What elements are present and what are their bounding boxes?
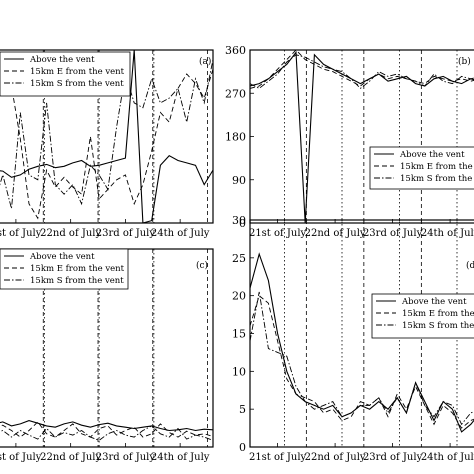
panel-a-series-dashed	[0, 68, 213, 220]
panel-d-series-dashed	[250, 294, 474, 429]
panel-d-series-dashdot	[250, 291, 474, 426]
panel-a-legend-entry-0: Above the vent	[29, 55, 95, 65]
panel-d-ytick-label-4: 20	[232, 290, 246, 303]
panel-d-xtick-label-3: 24th of July	[421, 452, 474, 463]
panel-a-series-dashdot	[0, 59, 213, 209]
panel-a-xtick-label-0: 1st of July	[0, 228, 42, 239]
panel-c-legend-entry-1: 15km E from the vent	[30, 264, 125, 274]
panel-a-legend-entry-1: 15km E from the vent	[30, 67, 125, 77]
panel-b-series-solid	[250, 50, 474, 223]
panel-d-label: (d)	[466, 260, 474, 271]
panel-b-ytick-label-2: 180	[225, 131, 246, 144]
panel-c-xtick-label-0: 1st of July	[0, 452, 42, 463]
panel-c-series-dashdot	[0, 425, 213, 441]
panel-c-series-solid	[0, 420, 213, 432]
panel-c-xtick-label-3: 24th of July	[151, 452, 210, 463]
panel-b-ytick-label-0: 0	[239, 217, 246, 230]
panel-b-legend-entry-0: Above the vent	[399, 150, 465, 160]
panel-c-series-dashed	[0, 421, 213, 438]
panel-b-label: (b)	[458, 56, 471, 67]
panel-a-xtick-label-1: 22nd of July	[40, 228, 101, 239]
panel-d-xtick-label-1: 22nd of July	[305, 452, 366, 463]
panel-a-xtick-label-2: 23rd of July	[96, 228, 156, 239]
panel-b-frame	[249, 49, 474, 224]
panel-b-legend-entry-2: 15km S from the ve	[400, 174, 474, 184]
panel-b-series-dashdot	[250, 54, 474, 90]
panel-b-ytick-label-3: 270	[225, 87, 246, 100]
panel-d-ytick-label-3: 15	[232, 328, 246, 341]
panel-a-xtick-label-3: 24th of July	[151, 228, 210, 239]
panel-d-xtick-label-2: 23rd of July	[363, 452, 423, 463]
panel-c-legend-entry-0: Above the vent	[29, 252, 95, 262]
panel-c-xtick-label-1: 22nd of July	[40, 452, 101, 463]
panel-b-series-dashed	[250, 50, 474, 89]
panel-b-ytick-label-1: 90	[232, 174, 246, 187]
panel-a-legend-entry-2: 15km S from the vent	[30, 79, 124, 89]
panel-b-xtick-label-2: 23rd of July	[363, 228, 423, 239]
panel-d-legend-entry-0: Above the vent	[401, 297, 467, 307]
panel-d-ytick-label-2: 10	[232, 365, 246, 378]
panel-d-ytick-label-0: 0	[239, 441, 246, 454]
panel-a-label: (a)	[199, 56, 211, 67]
panel-a-series-solid	[0, 50, 213, 223]
panel-b-ytick-label-4: 360	[225, 44, 246, 57]
panel-d-ytick-label-6: 30	[232, 214, 246, 227]
panel-b-xtick-label-0: 21st of July	[249, 228, 307, 239]
panel-d-xtick-label-0: 21st of July	[249, 452, 307, 463]
panel-d-legend-entry-2: 15km S from the v	[402, 321, 474, 331]
panel-d-legend-entry-1: 15km E from the v	[402, 309, 474, 319]
panel-c-xtick-label-2: 23rd of July	[96, 452, 156, 463]
panel-c-label: (c)	[196, 260, 208, 271]
panel-d-ytick-label-1: 5	[239, 403, 246, 416]
panel-b-xtick-label-1: 22nd of July	[305, 228, 366, 239]
panel-d-ytick-label-5: 25	[232, 252, 246, 265]
panel-a-frame	[0, 49, 214, 224]
panel-b-xtick-label-3: 24th of July	[421, 228, 474, 239]
panel-b-legend-entry-1: 15km E from the ve	[400, 162, 474, 172]
panel-c-legend-entry-2: 15km S from the vent	[30, 276, 124, 286]
